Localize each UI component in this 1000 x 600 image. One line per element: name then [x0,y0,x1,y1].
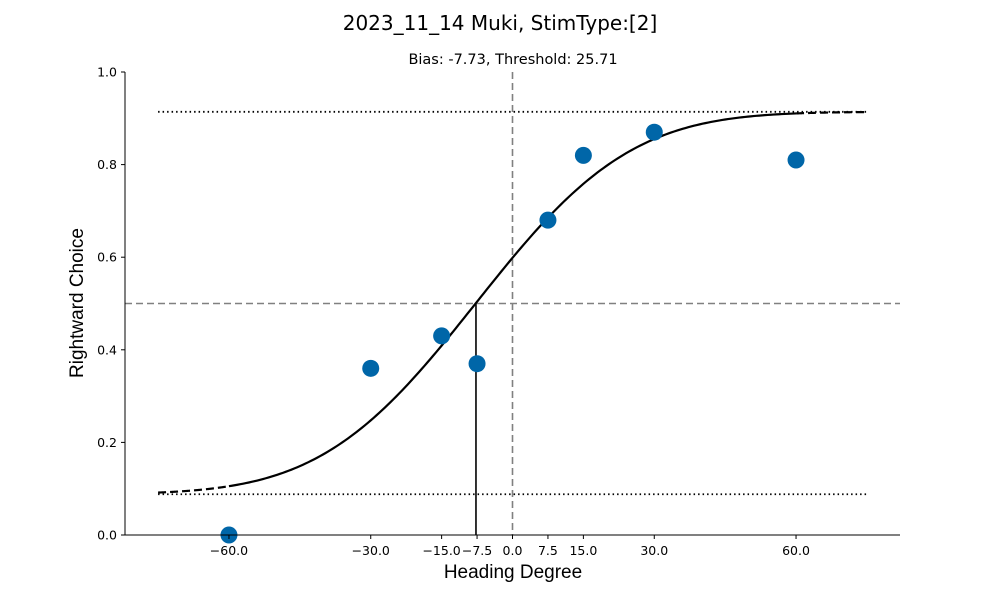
x-tick-label: 30.0 [640,543,668,558]
reference-lines [125,72,900,535]
data-point [539,211,557,229]
data-point [433,327,451,345]
x-axis-ticks: −60.0 −30.0 −15.0 −7.5 0.0 7.5 15.0 30.0 60.0 [210,535,810,558]
fit-curve-layer [158,110,867,535]
chart-subtitle: Bias: -7.73, Threshold: 25.71 [408,52,617,68]
x-tick-label: 60.0 [782,543,810,558]
fit-curve-extrapolation-left [158,485,230,494]
y-tick-label: 0.6 [97,250,117,265]
y-tick-label: 1.0 [97,65,117,80]
x-tick-label: −7.5 [462,543,492,558]
y-tick-label: 0.4 [97,342,117,357]
x-tick-label: 7.5 [538,543,558,558]
fit-curve [228,112,797,488]
x-tick-label: −30.0 [352,543,390,558]
data-point [468,355,486,373]
y-axis-label: Rightward Choice [67,228,88,378]
data-point [362,359,380,377]
y-tick-label: 0.8 [97,157,117,172]
data-point [574,146,592,164]
chart-title: 2023_11_14 Muki, StimType:[2] [343,11,658,35]
x-tick-label: −60.0 [210,543,248,558]
x-tick-label: −15.0 [422,543,460,558]
y-tick-label: 0.0 [97,528,117,543]
x-axis-label: Heading Degree [444,562,582,583]
y-axis-ticks: 0.0 0.2 0.4 0.6 0.8 1.0 [97,65,125,543]
y-tick-label: 0.2 [97,435,117,450]
data-point [787,151,805,169]
data-points-layer [220,123,805,544]
data-point [645,123,663,141]
x-tick-label: 15.0 [569,543,597,558]
x-tick-label: 0.0 [503,543,523,558]
